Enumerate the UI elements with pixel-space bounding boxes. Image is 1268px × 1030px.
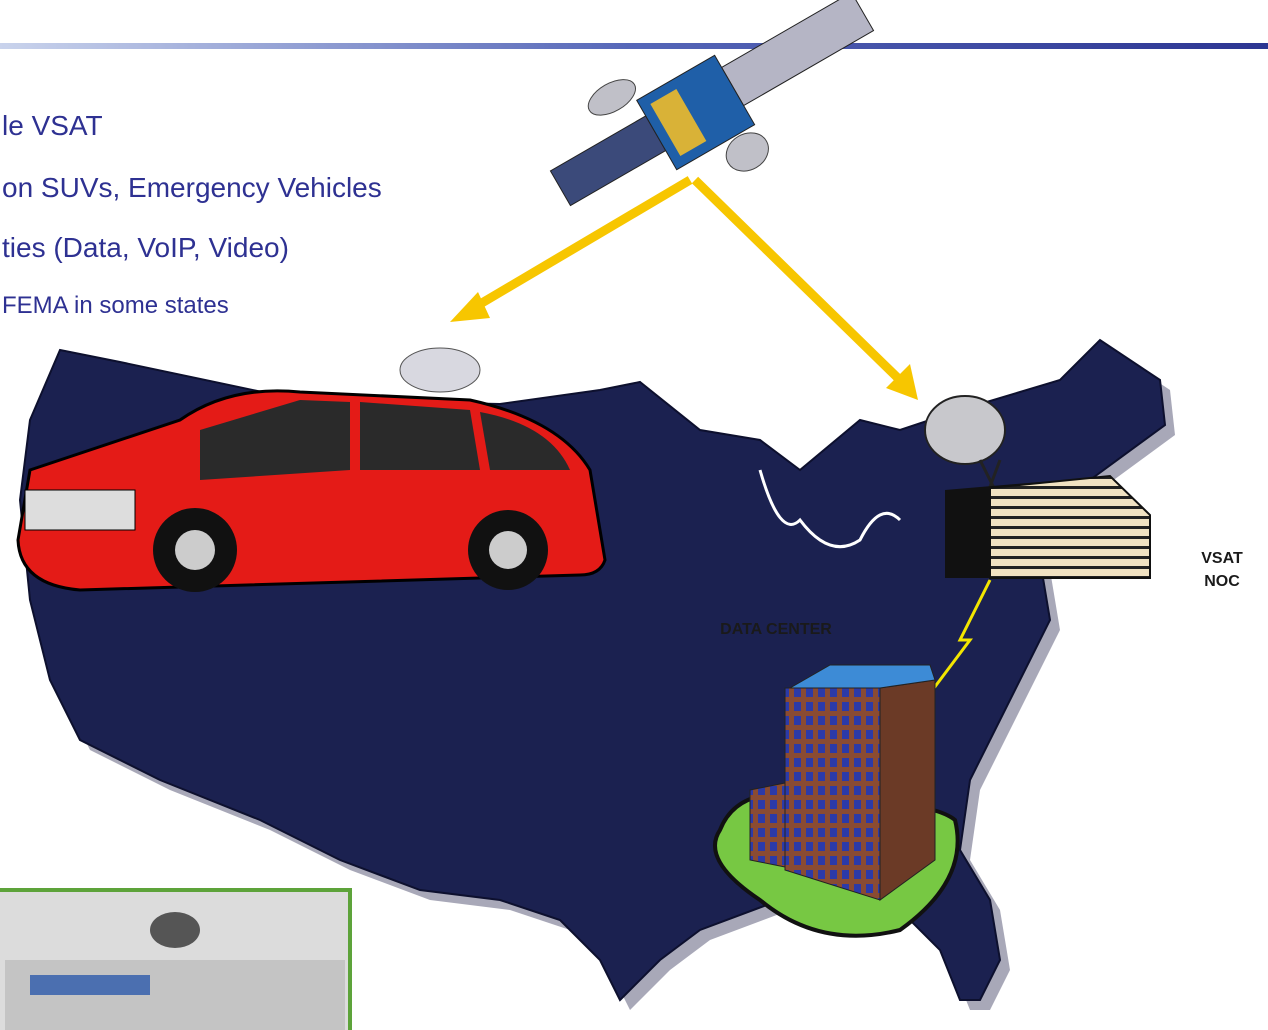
bullet: FEMA in some states — [2, 292, 229, 319]
bullet: ties (Data, VoIP, Video) — [2, 232, 289, 263]
arrow-head — [450, 292, 490, 322]
photo-thumbnail — [0, 890, 350, 1030]
signal-arrows — [470, 180, 905, 385]
header-rule — [0, 43, 1268, 49]
bullet: on SUVs, Emergency Vehicles — [2, 172, 382, 203]
page: le VSAT on SUVs, Emergency Vehicles ties… — [0, 0, 1268, 1030]
slide: le VSAT on SUVs, Emergency Vehicles ties… — [0, 0, 1268, 1030]
data-center-label: DATA CENTER — [720, 621, 832, 638]
noc-label: NOC — [1204, 573, 1240, 590]
noc-label: VSAT — [1201, 550, 1243, 567]
bullet: le VSAT — [2, 110, 103, 141]
satellite-icon — [527, 0, 904, 258]
